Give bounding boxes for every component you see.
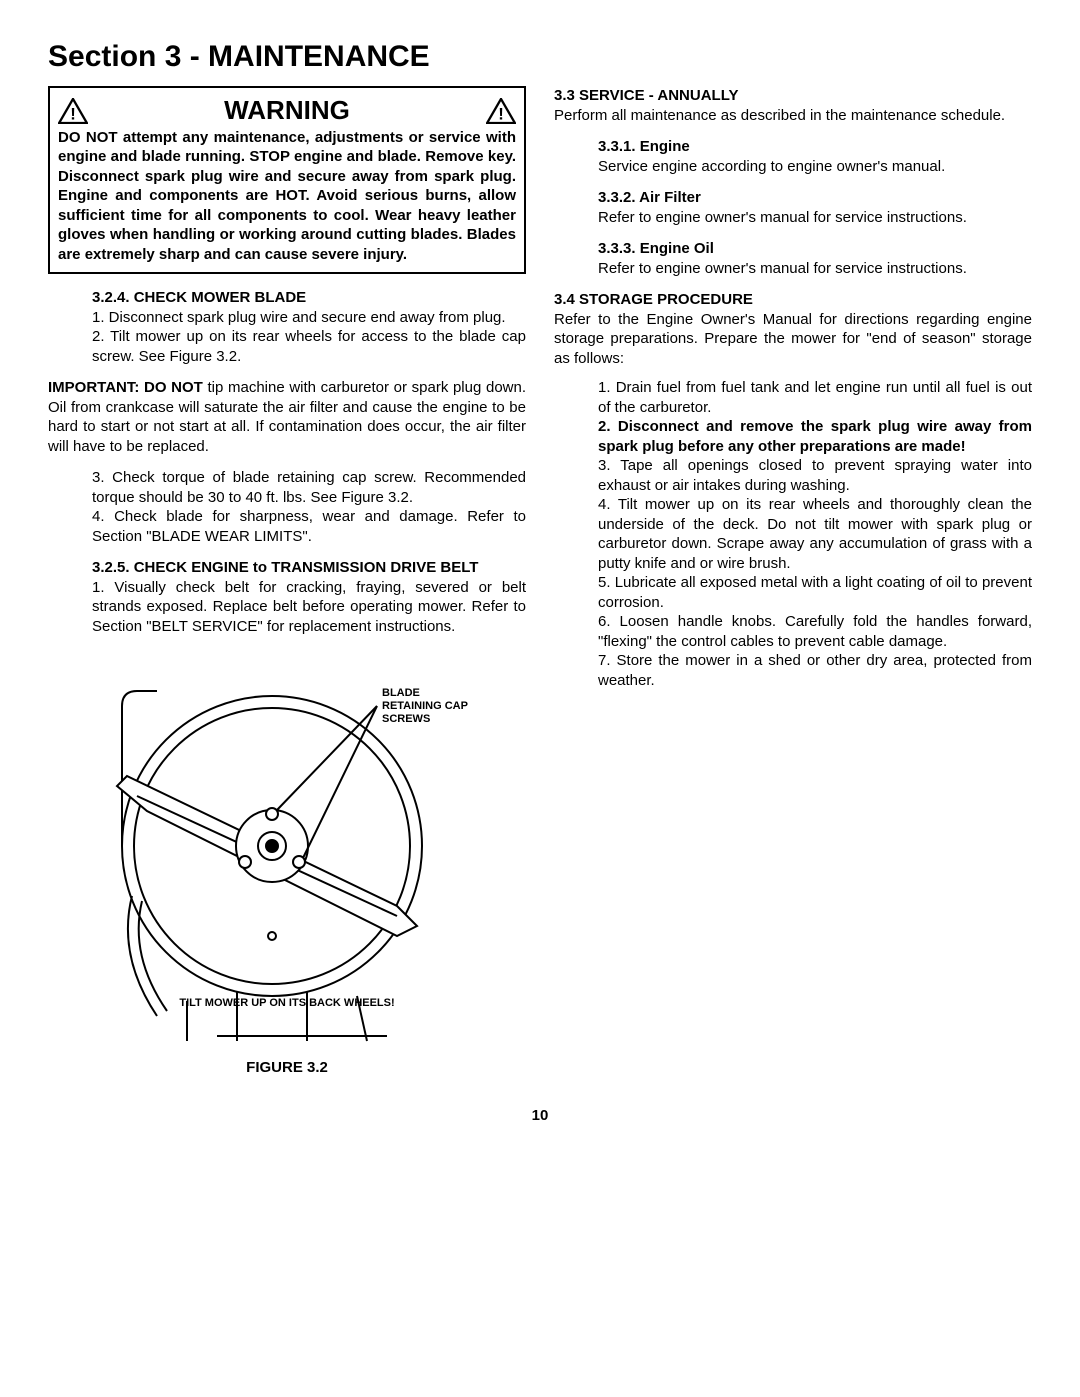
- s33-subs: 3.3.1. Engine Service engine according t…: [554, 137, 1032, 278]
- page-number: 10: [48, 1107, 1032, 1124]
- figure-caption: FIGURE 3.2: [48, 1058, 526, 1078]
- s324-p4: 4. Check blade for sharpness, wear and d…: [92, 507, 526, 546]
- s34-heading: 3.4 STORAGE PROCEDURE: [554, 290, 1032, 310]
- s325-heading: 3.2.5. CHECK ENGINE to TRANSMISSION DRIV…: [92, 558, 526, 578]
- s333-p: Refer to engine owner's manual for servi…: [598, 259, 1032, 279]
- s34-intro: Refer to the Engine Owner's Manual for d…: [554, 310, 1032, 369]
- mower-blade-diagram: BLADE RETAINING CAP SCREWS TILT MOWER UP…: [87, 646, 487, 1046]
- warning-box: ! WARNING ! DO NOT attempt any maintenan…: [48, 86, 526, 274]
- s325-p1: 1. Visually check belt for cracking, fra…: [92, 578, 526, 637]
- s324-p3: 3. Check torque of blade retaining cap s…: [92, 468, 526, 507]
- warning-triangle-right-icon: !: [486, 98, 516, 124]
- s34-p1: 1. Drain fuel from fuel tank and let eng…: [598, 378, 1032, 417]
- right-column: 3.3 SERVICE - ANNUALLY Perform all maint…: [554, 86, 1032, 1077]
- columns: ! WARNING ! DO NOT attempt any maintenan…: [48, 86, 1032, 1077]
- s324-heading: 3.2.4. CHECK MOWER BLADE: [92, 288, 526, 308]
- svg-text:SCREWS: SCREWS: [382, 713, 430, 725]
- svg-text:!: !: [498, 104, 504, 123]
- left-column: ! WARNING ! DO NOT attempt any maintenan…: [48, 86, 526, 1077]
- warning-header: ! WARNING !: [58, 94, 516, 128]
- s325-block: 3.2.5. CHECK ENGINE to TRANSMISSION DRIV…: [48, 558, 526, 636]
- section-title: Section 3 - MAINTENANCE: [48, 40, 1032, 74]
- s34-p7: 7. Store the mower in a shed or other dr…: [598, 651, 1032, 690]
- figure-label-screws: BLADE: [382, 687, 420, 699]
- s34-p5: 5. Lubricate all exposed metal with a li…: [598, 573, 1032, 612]
- warning-title: WARNING: [88, 94, 486, 128]
- warning-body: DO NOT attempt any maintenance, adjustme…: [58, 128, 516, 265]
- figure-label-tilt: TILT MOWER UP ON ITS BACK WHEELS!: [179, 997, 394, 1009]
- svg-text:RETAINING CAP: RETAINING CAP: [382, 700, 468, 712]
- s332-heading: 3.3.2. Air Filter: [598, 188, 1032, 208]
- s34-p4: 4. Tilt mower up on its rear wheels and …: [598, 495, 1032, 573]
- s324-p2: 2. Tilt mower up on its rear wheels for …: [92, 327, 526, 366]
- s33-heading: 3.3 SERVICE - ANNUALLY: [554, 86, 1032, 106]
- s34-list: 1. Drain fuel from fuel tank and let eng…: [554, 378, 1032, 690]
- s332-p: Refer to engine owner's manual for servi…: [598, 208, 1032, 228]
- s33-p: Perform all maintenance as described in …: [554, 106, 1032, 126]
- s34-p2: 2. Disconnect and remove the spark plug …: [598, 417, 1032, 456]
- warning-triangle-left-icon: !: [58, 98, 88, 124]
- s324-block: 3.2.4. CHECK MOWER BLADE 1. Disconnect s…: [48, 288, 526, 366]
- s331-heading: 3.3.1. Engine: [598, 137, 1032, 157]
- s324-cont: 3. Check torque of blade retaining cap s…: [48, 468, 526, 546]
- s34-p6: 6. Loosen handle knobs. Carefully fold t…: [598, 612, 1032, 651]
- svg-text:!: !: [70, 104, 76, 123]
- s34-p3: 3. Tape all openings closed to prevent s…: [598, 456, 1032, 495]
- s324-important: IMPORTANT: DO NOT tip machine with carbu…: [48, 378, 526, 456]
- s331-p: Service engine according to engine owner…: [598, 157, 1032, 177]
- s333-heading: 3.3.3. Engine Oil: [598, 239, 1032, 259]
- s324-p1: 1. Disconnect spark plug wire and secure…: [92, 308, 526, 328]
- figure-3-2: BLADE RETAINING CAP SCREWS TILT MOWER UP…: [48, 646, 526, 1077]
